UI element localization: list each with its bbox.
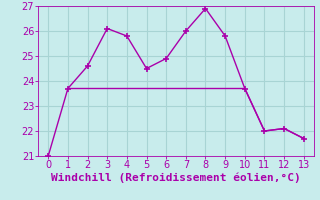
X-axis label: Windchill (Refroidissement éolien,°C): Windchill (Refroidissement éolien,°C) xyxy=(51,173,301,183)
